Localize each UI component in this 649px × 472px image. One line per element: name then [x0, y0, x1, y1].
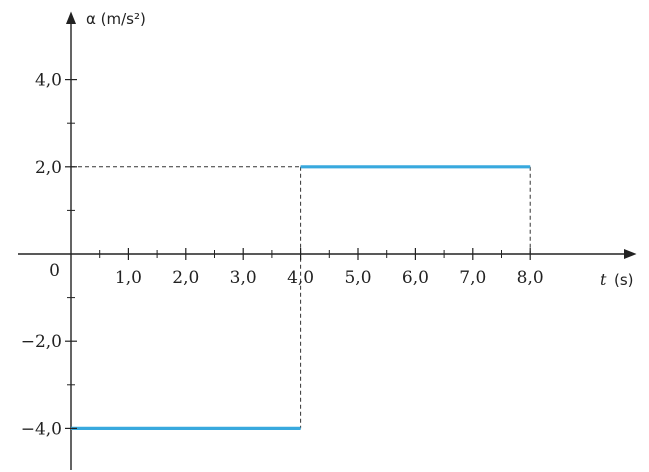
axes	[18, 11, 637, 470]
x-tick-label: 8,0	[517, 268, 544, 288]
x-tick-label: 4,0	[287, 268, 314, 288]
x-axis-title-unit: (s)	[614, 271, 634, 289]
labels: α (m/s²) t (s) 0 1,0 2,0 3,0 4,0 5,0 6,0 7,0 8,…	[21, 10, 634, 439]
y-tick-label: −2,0	[21, 332, 62, 352]
x-tick-label: 7,0	[459, 268, 486, 288]
y-tick-label: 4,0	[35, 71, 62, 91]
x-tick-label: 5,0	[344, 268, 371, 288]
y-tick-label: −4,0	[21, 419, 62, 439]
x-tick-label: 3,0	[230, 268, 257, 288]
y-tick-label: 2,0	[35, 158, 62, 178]
x-tick-label: 2,0	[172, 268, 199, 288]
guide-lines	[71, 166, 531, 429]
x-tick-label: 1,0	[115, 268, 142, 288]
x-axis-title-var: t	[600, 270, 607, 289]
y-axis-title: α (m/s²)	[86, 10, 146, 28]
ticks	[65, 78, 531, 429]
origin-label: 0	[49, 261, 60, 281]
series-layer	[71, 165, 531, 430]
x-tick-label: 6,0	[402, 268, 429, 288]
